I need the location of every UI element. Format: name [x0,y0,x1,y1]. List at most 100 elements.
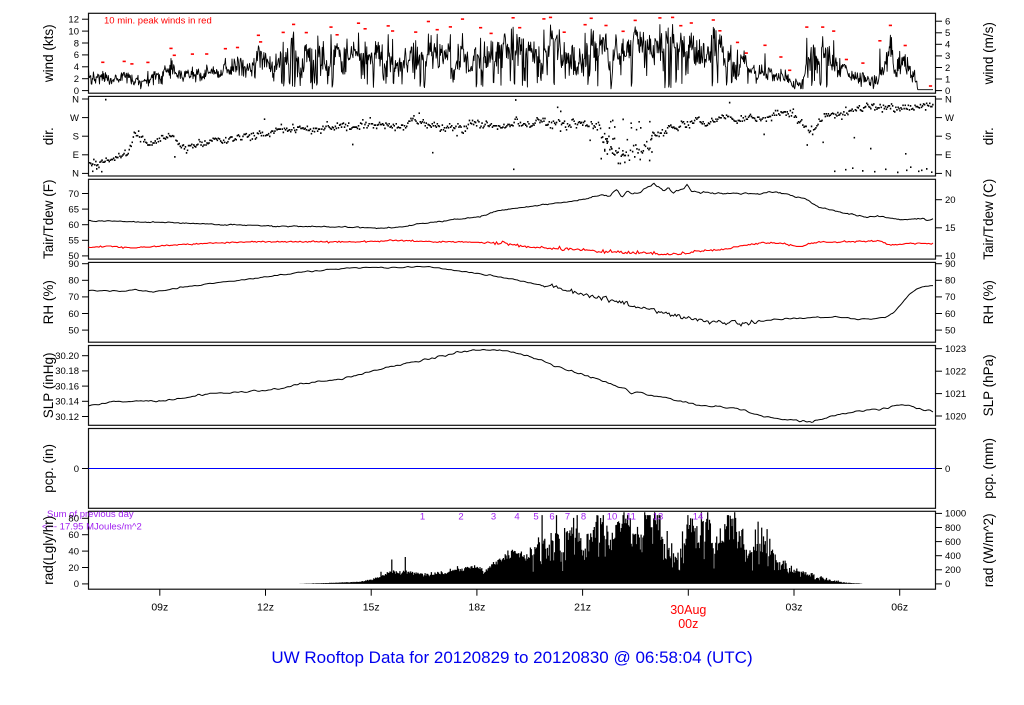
svg-text:4: 4 [514,512,519,523]
svg-text:50: 50 [945,325,956,336]
svg-text:21z: 21z [574,602,591,614]
svg-text:18z: 18z [468,602,485,614]
svg-text:0: 0 [74,579,79,590]
svg-text:S: S [945,132,951,143]
svg-text:70: 70 [68,189,79,200]
svg-text:W: W [945,113,954,124]
svg-text:UW Rooftop Data for 20120829: UW Rooftop Data for 20120829 to 20120830… [271,648,752,667]
svg-text:5: 5 [533,512,538,523]
svg-text:60: 60 [68,309,79,320]
svg-text:N: N [72,94,79,105]
svg-text:60: 60 [68,530,79,541]
svg-text:70: 70 [68,292,79,303]
svg-text:1000: 1000 [945,509,966,520]
svg-text:200: 200 [945,565,961,576]
svg-text:6: 6 [74,50,79,61]
svg-text:6: 6 [945,17,950,28]
svg-text:4: 4 [74,62,79,73]
svg-text:W: W [70,113,79,124]
svg-text:E: E [73,150,79,161]
svg-text:5: 5 [945,28,950,39]
svg-text:0: 0 [74,86,79,97]
svg-text:30.14: 30.14 [55,397,79,408]
svg-text:dir.: dir. [41,127,56,145]
svg-text:40: 40 [68,546,79,557]
svg-text:pcp. (mm): pcp. (mm) [981,438,996,499]
svg-text:pcp. (in): pcp. (in) [41,444,56,493]
svg-text:RH (%): RH (%) [41,280,56,324]
svg-text:10 min. peak winds in red: 10 min. peak winds in red [104,16,212,27]
svg-text:2: 2 [458,512,463,523]
svg-text:30.12: 30.12 [55,412,79,423]
svg-text:800: 800 [945,523,961,534]
svg-text:wind (kts): wind (kts) [41,24,56,83]
svg-text:15: 15 [945,223,956,234]
svg-text:55: 55 [68,236,79,247]
svg-text:0: 0 [945,579,950,590]
svg-text:N: N [945,94,952,105]
svg-text:1022: 1022 [945,367,966,378]
svg-text:80: 80 [68,276,79,287]
svg-text:15z: 15z [363,602,380,614]
svg-text:10: 10 [607,512,618,523]
svg-text:65: 65 [68,204,79,215]
svg-text:6: 6 [549,512,554,523]
svg-text:1023: 1023 [945,344,966,355]
svg-text:600: 600 [945,537,961,548]
svg-text:12: 12 [68,15,79,26]
svg-text:0: 0 [945,464,950,475]
svg-text:1: 1 [945,74,950,85]
svg-text:N: N [945,169,952,180]
svg-text:1021: 1021 [945,389,966,400]
svg-text:Tair/Tdew (F): Tair/Tdew (F) [41,179,56,259]
svg-text:70: 70 [945,292,956,303]
svg-text:06z: 06z [891,602,908,614]
svg-text:1020: 1020 [945,411,966,422]
svg-text:3: 3 [491,512,496,523]
svg-text:90: 90 [945,259,956,270]
svg-text:03z: 03z [786,602,803,614]
svg-text:7: 7 [565,512,570,523]
svg-text:0: 0 [74,464,79,475]
svg-text:N: N [72,169,79,180]
svg-text:Sum of previous day: Sum of previous day [47,509,134,520]
svg-text:rad(Lgly/hr): rad(Lgly/hr) [41,516,56,585]
svg-text:2: 2 [74,74,79,85]
svg-text:10: 10 [68,26,79,37]
svg-text:wind (m/s): wind (m/s) [981,22,996,85]
svg-text:20: 20 [68,563,79,574]
svg-text:30.16: 30.16 [55,381,79,392]
svg-text:E: E [945,150,951,161]
svg-text:30Aug: 30Aug [670,603,706,617]
svg-text:0: 0 [945,86,950,97]
svg-text:60: 60 [68,220,79,231]
svg-text:60: 60 [945,309,956,320]
svg-text:SLP (hPa): SLP (hPa) [981,354,996,416]
svg-text:2: 2 [945,63,950,74]
svg-text:rad (W/m^2): rad (W/m^2) [981,513,996,587]
svg-text:3: 3 [945,51,950,62]
svg-text:dir.: dir. [981,127,996,145]
svg-text:4: 4 [945,40,950,51]
svg-text:50: 50 [68,251,79,262]
svg-text:<--- 17.95 MJoules/m^2: <--- 17.95 MJoules/m^2 [42,522,142,533]
svg-text:SLP (inHg): SLP (inHg) [41,353,56,419]
svg-text:50: 50 [68,325,79,336]
svg-text:80: 80 [945,276,956,287]
svg-text:8: 8 [581,512,586,523]
svg-text:400: 400 [945,551,961,562]
svg-text:13: 13 [653,512,664,523]
svg-text:12z: 12z [257,602,274,614]
svg-text:09z: 09z [151,602,168,614]
svg-text:90: 90 [68,259,79,270]
svg-text:10: 10 [945,251,956,262]
svg-text:11: 11 [626,512,636,523]
svg-text:14: 14 [693,512,704,523]
svg-text:Tair/Tdew (C): Tair/Tdew (C) [981,179,996,260]
svg-text:RH (%): RH (%) [981,280,996,324]
svg-text:S: S [73,132,79,143]
svg-text:30.20: 30.20 [55,351,79,362]
svg-text:30.18: 30.18 [55,366,79,377]
svg-text:80: 80 [68,514,79,525]
svg-text:20: 20 [945,195,956,206]
